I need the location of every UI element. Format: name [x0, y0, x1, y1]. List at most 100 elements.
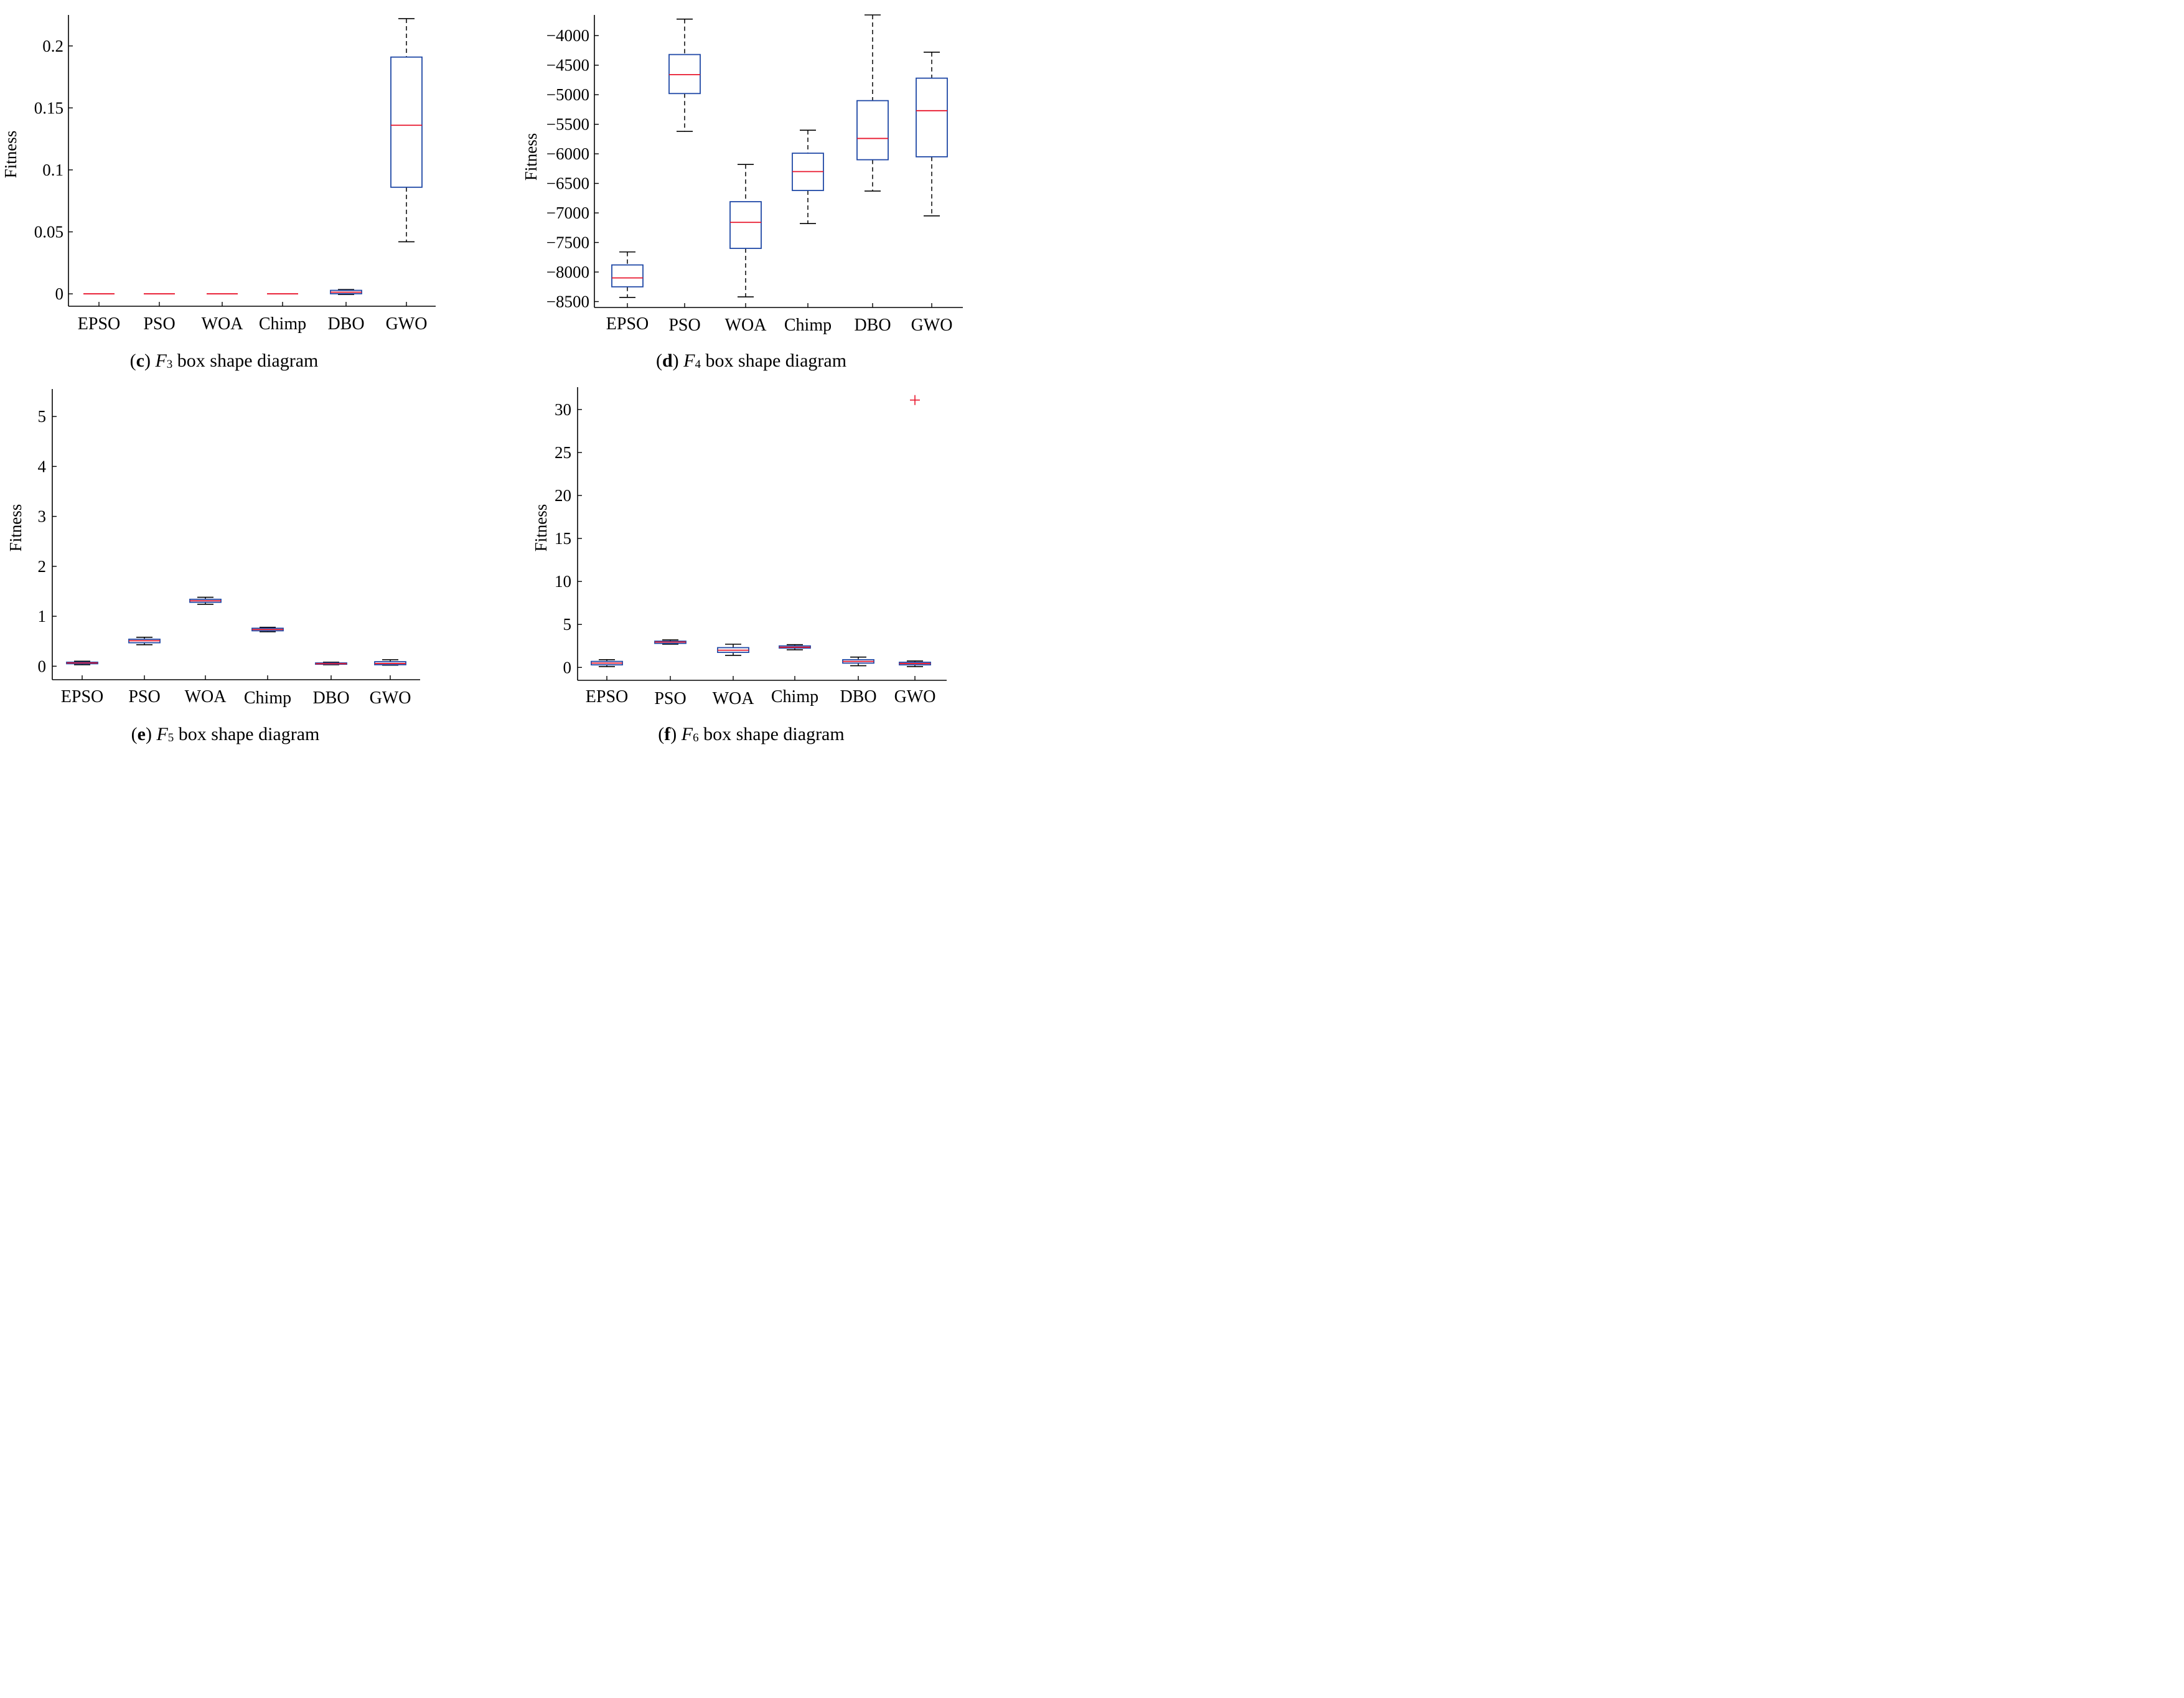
box-dbo — [330, 289, 362, 295]
x-tick-label: WOA — [185, 687, 227, 706]
box-body — [856, 100, 889, 161]
caption-d-text: box shape diagram — [705, 350, 847, 371]
box-body — [611, 264, 644, 288]
box-gwo — [390, 18, 423, 243]
x-tick-label: GWO — [911, 316, 953, 335]
y-tick-label: −8000 — [546, 263, 589, 281]
x-tick-label: DBO — [854, 316, 891, 335]
y-tick-label: 10 — [555, 572, 571, 591]
x-tick-label: Chimp — [771, 687, 818, 706]
y-tick-label: 4 — [38, 457, 47, 476]
caption-e-sub: 5 — [167, 731, 174, 744]
x-tick-label: PSO — [128, 687, 160, 706]
x-tick-label: GWO — [386, 314, 428, 334]
box-dbo — [315, 662, 347, 665]
y-tick-label: 3 — [38, 507, 47, 526]
box-gwo — [916, 52, 948, 217]
caption-f: (f) F6 box shape diagram — [658, 724, 845, 744]
box-plot-figure: 0 0.05 0.1 0.15 0.2 Fitness EPSO PSO WOA Chimp DBO… — [1, 14, 963, 708]
box-body — [729, 201, 762, 249]
box-epso — [611, 251, 644, 298]
caption-d-func: F — [683, 350, 695, 371]
caption-e: (e) F5 box shape diagram — [131, 724, 320, 744]
x-tick-label: Chimp — [259, 314, 306, 334]
caption-f-func: F — [681, 724, 693, 744]
caption-c: (c) F3 box shape diagram — [129, 350, 319, 371]
caption-d: (d) F4 box shape diagram — [655, 350, 847, 371]
box-dbo — [842, 656, 874, 667]
y-tick-label: 1 — [38, 607, 47, 626]
caption-c-letter: c — [136, 350, 144, 371]
y-tick-label: 5 — [38, 407, 47, 426]
box-pso — [668, 18, 701, 132]
box-pso — [654, 639, 687, 645]
y-tick-label: 0.2 — [42, 37, 63, 55]
caption-f-sub: 6 — [693, 731, 699, 744]
y-tick-label: −4500 — [546, 56, 589, 75]
box-woa — [189, 596, 222, 605]
box-chimp — [792, 129, 824, 224]
y-tick-label: 5 — [563, 615, 572, 634]
box-dbo — [856, 14, 889, 192]
panel-e: 0 1 2 3 4 5 Fitness EPSO PSO WOA Chimp DBO GWO — [6, 389, 420, 708]
y-axis-label: Fitness — [522, 133, 540, 181]
y-tick-label: 0.05 — [34, 223, 63, 242]
x-tick-label: EPSO — [586, 687, 628, 706]
caption-d-letter: d — [662, 350, 673, 371]
caption-e-text: box shape diagram — [178, 724, 320, 744]
y-tick-label: −5500 — [546, 115, 589, 134]
box-gwo — [374, 659, 406, 666]
x-tick-label: WOA — [725, 316, 767, 335]
x-tick-label: DBO — [327, 314, 364, 334]
box-woa — [717, 644, 749, 656]
x-tick-label: EPSO — [606, 314, 649, 334]
y-tick-label: 2 — [38, 557, 47, 576]
x-tick-label: DBO — [312, 688, 349, 708]
y-tick-label: −6000 — [546, 144, 589, 163]
x-tick-label: Chimp — [784, 316, 832, 335]
outlier-marker — [910, 395, 920, 405]
caption-c-func: F — [155, 350, 167, 371]
y-tick-label: 0 — [38, 657, 47, 675]
caption-c-sub: 3 — [166, 358, 173, 371]
x-tick-label: GWO — [370, 688, 411, 708]
y-tick-label: 25 — [555, 443, 571, 462]
y-tick-label: −7500 — [546, 233, 589, 252]
caption-c-text: box shape diagram — [177, 350, 319, 371]
y-tick-label: −6500 — [546, 174, 589, 193]
y-tick-label: 0.1 — [42, 161, 63, 179]
caption-e-letter: e — [137, 724, 146, 744]
y-tick-label: −8500 — [546, 293, 589, 311]
y-axis-label: Fitness — [532, 504, 550, 552]
y-axis-label: Fitness — [6, 504, 25, 552]
x-tick-label: GWO — [894, 687, 936, 706]
figure-page: 0 0.05 0.1 0.15 0.2 Fitness EPSO PSO WOA Chimp DBO… — [0, 0, 971, 755]
x-tick-label: EPSO — [61, 687, 103, 706]
y-tick-label: 0 — [563, 658, 572, 677]
y-tick-label: 20 — [555, 486, 571, 505]
x-tick-label: Chimp — [244, 688, 291, 708]
box-epso — [66, 660, 98, 665]
caption-f-letter: f — [664, 724, 671, 744]
y-tick-label: −4000 — [546, 26, 589, 45]
panel-f: 0 5 10 15 20 25 30 Fitness EPSO PSO WOA Chimp DBO GWO — [532, 387, 947, 708]
box-woa — [729, 164, 762, 298]
y-axis-label: Fitness — [1, 131, 20, 179]
box-chimp — [779, 644, 811, 650]
x-tick-label: PSO — [668, 316, 700, 335]
caption-e-func: F — [156, 724, 168, 744]
y-tick-label: 30 — [555, 400, 571, 419]
x-tick-label: EPSO — [78, 314, 120, 334]
box-body — [668, 54, 701, 95]
panel-c: 0 0.05 0.1 0.15 0.2 Fitness EPSO PSO WOA Chimp DBO… — [1, 15, 436, 334]
y-tick-label: 0 — [55, 284, 64, 303]
y-tick-label: −7000 — [546, 204, 589, 222]
x-tick-label: DBO — [840, 687, 876, 706]
box-pso — [128, 636, 161, 645]
box-chimp — [251, 626, 284, 632]
box-epso — [591, 659, 623, 667]
caption-f-text: box shape diagram — [703, 724, 845, 744]
box-body — [390, 56, 423, 188]
panel-d: −8500 −8000 −7500 −7000 −6500 −6000 −5500 −5000… — [522, 14, 963, 335]
caption-d-sub: 4 — [695, 358, 701, 371]
